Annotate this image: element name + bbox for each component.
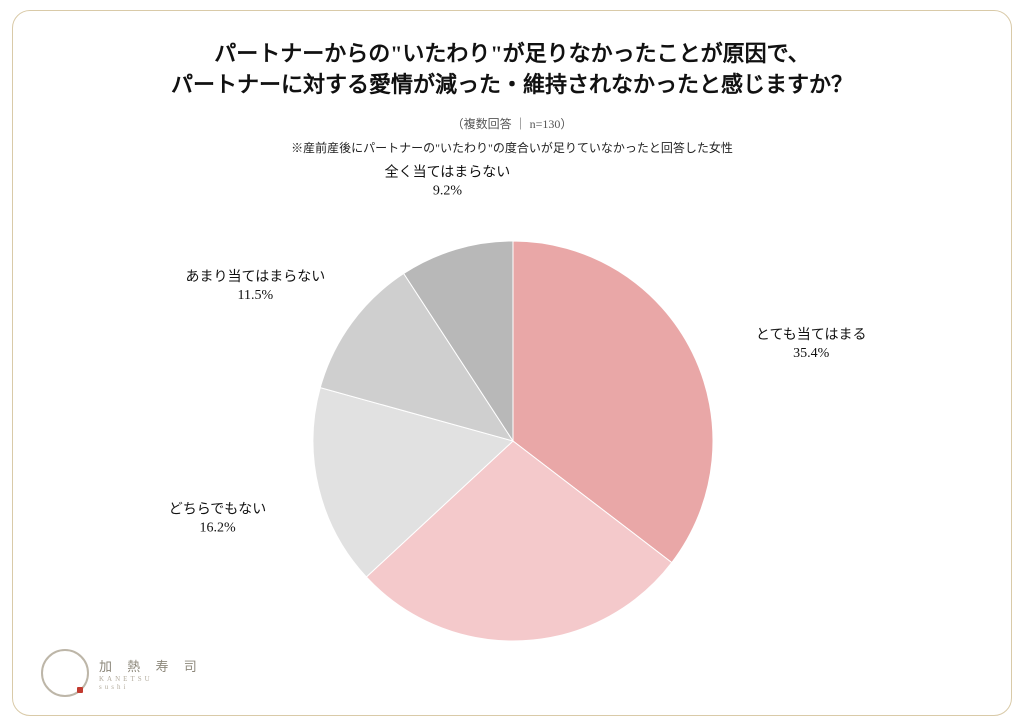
slice-percent: 35.4% bbox=[793, 346, 830, 361]
slice-label: とても当てはまる bbox=[756, 327, 867, 343]
title-line-1: パートナーからの"いたわり"が足りなかったことが原因で、 bbox=[13, 39, 1011, 70]
slice-percent: 11.5% bbox=[238, 288, 274, 303]
logo-sub: sushi bbox=[99, 683, 203, 691]
logo-en: KANETSU bbox=[99, 675, 203, 683]
pie-chart: とても当てはまる35.4%やや当てはまる27.7%どちらでもない16.2%あまり… bbox=[13, 161, 1011, 687]
chart-subtitle: （複数回答 ｜ n=130） bbox=[13, 115, 1011, 132]
chart-note: ※産前産後にパートナーの"いたわり"の度合いが足りていなかったと回答した女性 bbox=[13, 139, 1011, 156]
slice-label: どちらでもない bbox=[169, 501, 267, 517]
slice-label: あまり当てはまらない bbox=[185, 269, 325, 285]
chart-title: パートナーからの"いたわり"が足りなかったことが原因で、 パートナーに対する愛情… bbox=[13, 39, 1011, 101]
title-line-2: パートナーに対する愛情が減った・維持されなかったと感じますか？ bbox=[13, 70, 1011, 101]
brand-logo: 加 熱 寿 司 KANETSU sushi bbox=[41, 649, 203, 697]
slice-label: 全く当てはまらない bbox=[385, 164, 511, 181]
logo-mark-icon bbox=[41, 649, 89, 697]
slice-percent: 16.2% bbox=[199, 520, 236, 535]
card-frame: パートナーからの"いたわり"が足りなかったことが原因で、 パートナーに対する愛情… bbox=[12, 10, 1012, 716]
slice-percent: 9.2% bbox=[433, 184, 463, 199]
logo-text: 加 熱 寿 司 KANETSU sushi bbox=[99, 656, 203, 691]
logo-jp: 加 熱 寿 司 bbox=[99, 656, 203, 675]
pie-svg: とても当てはまる35.4%やや当てはまる27.7%どちらでもない16.2%あまり… bbox=[13, 161, 1013, 701]
